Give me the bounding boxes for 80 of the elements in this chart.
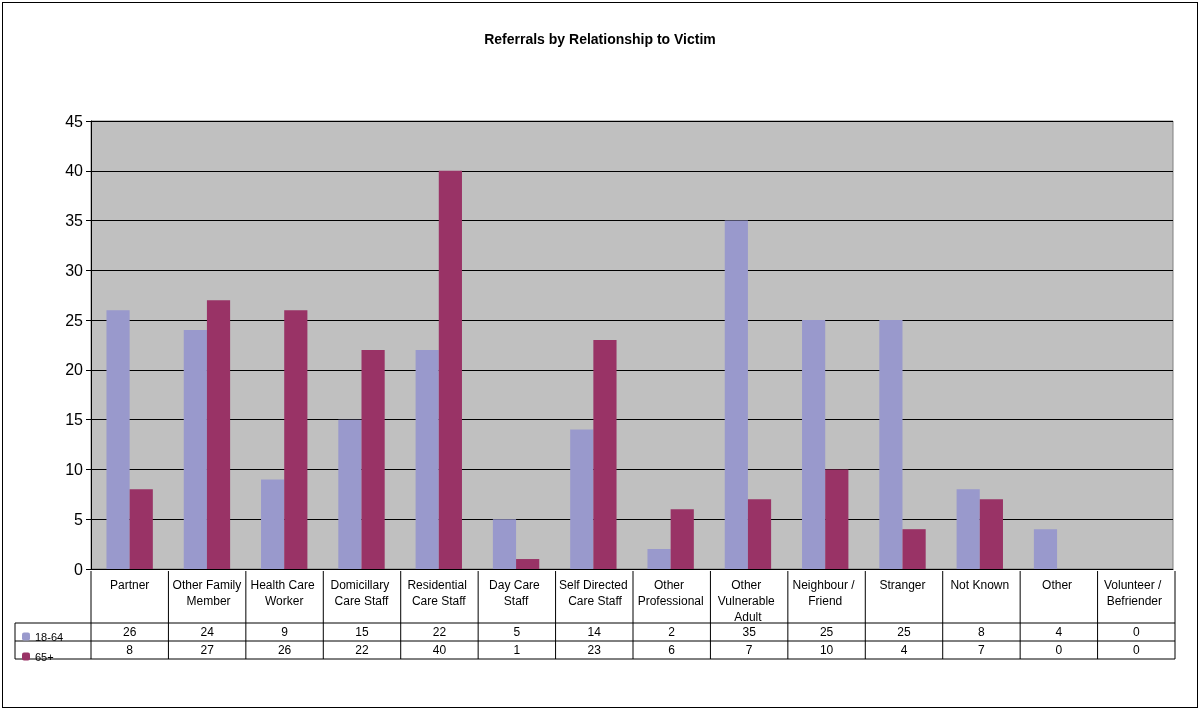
data-label: 0 (1055, 643, 1063, 657)
x-tick-label: Residential Care Staff (407, 578, 471, 608)
bar (570, 429, 594, 569)
bar (415, 349, 439, 569)
data-label: 25 (897, 625, 911, 639)
x-tick-label: Neighbour / Friend (792, 578, 858, 608)
data-label: 26 (123, 625, 137, 639)
data-label: 14 (587, 625, 602, 639)
data-label: 10 (819, 643, 834, 657)
data-label: 7 (745, 643, 753, 657)
x-tick-label: Other Vulnerable Adult (717, 578, 779, 624)
legend-label: 18-64 (35, 630, 64, 643)
bar (979, 499, 1003, 569)
bar (825, 469, 849, 569)
bar (956, 489, 980, 569)
bar (724, 220, 748, 569)
data-label: 40 (432, 643, 447, 657)
bar (1033, 529, 1058, 569)
data-label: 27 (200, 643, 215, 657)
bar (747, 499, 772, 569)
x-tick-label: Not Known (950, 578, 1010, 592)
y-tick-label: 25 (65, 311, 84, 329)
bar (670, 509, 694, 569)
y-tick-label: 10 (65, 460, 84, 478)
x-tick-label: Partner (109, 578, 150, 592)
bar (129, 489, 153, 569)
bar (338, 419, 362, 569)
x-tick-label: Other Professional (637, 578, 704, 608)
bar (516, 559, 540, 569)
x-tick-label: Other Family Member (172, 578, 242, 608)
bar (593, 340, 617, 569)
data-label: 15 (355, 625, 369, 639)
bar (902, 529, 926, 569)
data-label: 35 (742, 625, 757, 639)
data-label: 4 (1055, 625, 1063, 639)
bar (361, 349, 385, 569)
data-label: 23 (587, 643, 602, 657)
bar (284, 310, 308, 569)
y-tick-label: 45 (65, 112, 84, 130)
y-tick-label: 5 (74, 510, 84, 528)
x-tick-label: Health Care Worker (250, 578, 318, 608)
data-label: 8 (978, 625, 986, 639)
data-label: 9 (281, 625, 289, 639)
x-tick-label: Volunteer / Befriender (1104, 578, 1165, 608)
data-label: 25 (819, 625, 834, 639)
x-tick-label: Self Directed Care Staff (559, 578, 628, 608)
bar (261, 479, 285, 569)
data-label: 0 (1132, 625, 1140, 639)
y-tick-label: 35 (65, 212, 84, 230)
y-tick-label: 40 (65, 162, 84, 180)
x-tick-label: Other (1042, 578, 1073, 592)
legend-label: 65+ (35, 650, 54, 663)
data-label: 22 (355, 643, 369, 657)
x-tick-label: Stranger (879, 578, 926, 592)
x-tick-label: Day Care Staff (489, 578, 544, 608)
bar (206, 300, 231, 569)
data-label: 24 (200, 625, 215, 639)
data-label: 5 (513, 625, 521, 639)
y-tick-label: 20 (65, 361, 84, 379)
x-tick-label: Domicillary Care Staff (330, 578, 393, 608)
data-label: 6 (668, 643, 676, 657)
data-label: 0 (1132, 643, 1140, 657)
data-label: 8 (126, 643, 134, 657)
data-label: 22 (432, 625, 447, 639)
chart-title: Referrals by Relationship to Victim (484, 31, 716, 47)
bar (879, 320, 903, 569)
bar (802, 320, 826, 569)
y-tick-label: 0 (74, 560, 84, 578)
y-tick-label: 30 (65, 261, 84, 279)
y-tick-label: 15 (65, 411, 84, 429)
bar (647, 549, 671, 569)
data-label: 7 (978, 643, 986, 657)
data-label: 26 (277, 643, 292, 657)
data-label: 2 (668, 625, 676, 639)
bar (438, 170, 462, 569)
data-label: 1 (513, 643, 521, 657)
data-label: 4 (900, 643, 908, 657)
bar (492, 519, 517, 569)
bar (183, 330, 207, 569)
bar (106, 310, 130, 569)
